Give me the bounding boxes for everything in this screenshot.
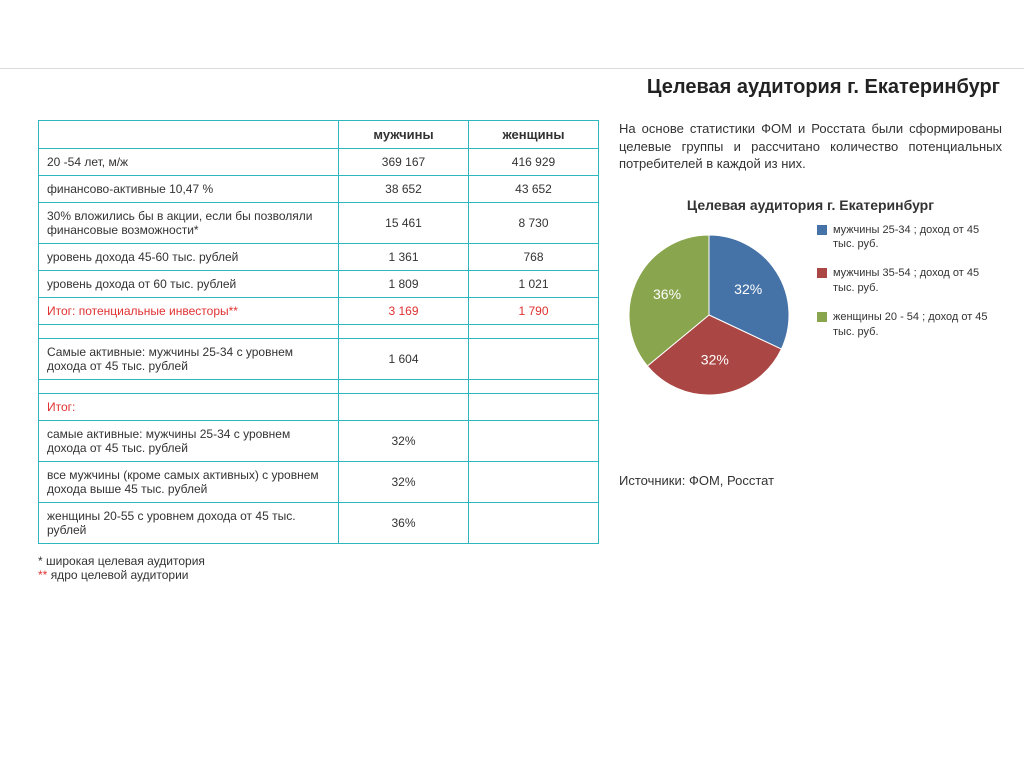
footnotes: широкая целевая аудитория ядро целевой а…: [38, 554, 599, 582]
table-cell-label: Самые активные: мужчины 25-34 с уровнем …: [39, 339, 339, 380]
table-cell-label: Итог: потенциальные инвесторы**: [39, 298, 339, 325]
table-row: [39, 325, 599, 339]
pie-container: 32% 32% 36%: [619, 223, 799, 403]
legend-item: мужчины 25-34 ; доход от 45 тыс. руб.: [817, 223, 1002, 253]
table-cell-women: [469, 503, 599, 544]
pie-chart: 32% 32% 36%: [619, 223, 799, 403]
table-cell-label: Итог:: [39, 394, 339, 421]
table-row: [39, 380, 599, 394]
sources-text: Источники: ФОМ, Росстат: [619, 473, 1002, 488]
chart-row: 32% 32% 36% мужчины 25-34 ; доход от 45 ты…: [619, 223, 1002, 403]
legend-item: женщины 20 - 54 ; доход от 45 тыс. руб.: [817, 310, 1002, 340]
table-header-women: женщины: [469, 121, 599, 149]
table-cell-women: 1 021: [469, 271, 599, 298]
table-container: мужчины женщины 20 -54 лет, м/ж369 16741…: [38, 120, 599, 582]
table-cell-label: все мужчины (кроме самых активных) с уро…: [39, 462, 339, 503]
table-header-men: мужчины: [339, 121, 469, 149]
table-cell-label: финансово-активные 10,47 %: [39, 176, 339, 203]
chart-title: Целевая аудитория г. Екатеринбург: [619, 197, 1002, 213]
table-header-row: мужчины женщины: [39, 121, 599, 149]
table-cell-label: уровень дохода 45-60 тыс. рублей: [39, 244, 339, 271]
table-cell-women: 43 652: [469, 176, 599, 203]
table-cell-spacer: [469, 380, 599, 394]
table-row: уровень дохода 45-60 тыс. рублей1 361768: [39, 244, 599, 271]
table-body: 20 -54 лет, м/ж369 167416 929финансово-а…: [39, 149, 599, 544]
table-row: 20 -54 лет, м/ж369 167416 929: [39, 149, 599, 176]
table-cell-men: 369 167: [339, 149, 469, 176]
table-cell-label: женщины 20-55 с уровнем дохода от 45 тыс…: [39, 503, 339, 544]
table-cell-women: 768: [469, 244, 599, 271]
table-cell-label: уровень дохода от 60 тыс. рублей: [39, 271, 339, 298]
content-layout: мужчины женщины 20 -54 лет, м/ж369 16741…: [38, 120, 1002, 582]
table-cell-men: 38 652: [339, 176, 469, 203]
table-cell-spacer: [39, 380, 339, 394]
table-header-empty: [39, 121, 339, 149]
legend-swatch: [817, 268, 827, 278]
legend-swatch: [817, 225, 827, 235]
table-cell-men: 1 361: [339, 244, 469, 271]
table-row: самые активные: мужчины 25-34 с уровнем …: [39, 421, 599, 462]
side-panel: На основе статистики ФОМ и Росстата были…: [619, 120, 1002, 582]
legend-label: мужчины 35-54 ; доход от 45 тыс. руб.: [833, 266, 1002, 296]
table-row: Самые активные: мужчины 25-34 с уровнем …: [39, 339, 599, 380]
table-cell-women: [469, 339, 599, 380]
table-cell-women: 416 929: [469, 149, 599, 176]
top-rule: [0, 68, 1024, 69]
legend-label: женщины 20 - 54 ; доход от 45 тыс. руб.: [833, 310, 1002, 340]
table-row: Итог: потенциальные инвесторы**3 1691 79…: [39, 298, 599, 325]
table-cell-men: [339, 394, 469, 421]
table-cell-label: 20 -54 лет, м/ж: [39, 149, 339, 176]
table-cell-label: 30% вложились бы в акции, если бы позвол…: [39, 203, 339, 244]
table-cell-women: [469, 462, 599, 503]
table-row: все мужчины (кроме самых активных) с уро…: [39, 462, 599, 503]
table-cell-women: 1 790: [469, 298, 599, 325]
table-cell-women: [469, 421, 599, 462]
audience-table: мужчины женщины 20 -54 лет, м/ж369 16741…: [38, 120, 599, 544]
legend-item: мужчины 35-54 ; доход от 45 тыс. руб.: [817, 266, 1002, 296]
table-row: женщины 20-55 с уровнем дохода от 45 тыс…: [39, 503, 599, 544]
footnote-2: ядро целевой аудитории: [38, 568, 599, 582]
table-cell-men: 36%: [339, 503, 469, 544]
table-cell-women: [469, 394, 599, 421]
table-cell-spacer: [339, 380, 469, 394]
intro-text: На основе статистики ФОМ и Росстата были…: [619, 120, 1002, 173]
table-cell-women: 8 730: [469, 203, 599, 244]
table-cell-spacer: [469, 325, 599, 339]
table-cell-men: 3 169: [339, 298, 469, 325]
legend-label: мужчины 25-34 ; доход от 45 тыс. руб.: [833, 223, 1002, 253]
table-cell-men: 32%: [339, 421, 469, 462]
chart-legend: мужчины 25-34 ; доход от 45 тыс. руб. муж…: [817, 223, 1002, 354]
table-row: уровень дохода от 60 тыс. рублей1 8091 0…: [39, 271, 599, 298]
table-cell-spacer: [39, 325, 339, 339]
pie-slice-label: 36%: [653, 286, 681, 302]
table-cell-label: самые активные: мужчины 25-34 с уровнем …: [39, 421, 339, 462]
table-cell-spacer: [339, 325, 469, 339]
pie-slice-label: 32%: [701, 351, 729, 367]
page-title: Целевая аудитория г. Екатеринбург: [647, 76, 1000, 99]
table-cell-men: 32%: [339, 462, 469, 503]
footnote-1: широкая целевая аудитория: [38, 554, 599, 568]
table-cell-men: 1 809: [339, 271, 469, 298]
table-row: 30% вложились бы в акции, если бы позвол…: [39, 203, 599, 244]
table-row: финансово-активные 10,47 %38 65243 652: [39, 176, 599, 203]
table-cell-men: 15 461: [339, 203, 469, 244]
legend-swatch: [817, 312, 827, 322]
table-cell-men: 1 604: [339, 339, 469, 380]
pie-slice-label: 32%: [734, 280, 762, 296]
table-row: Итог:: [39, 394, 599, 421]
